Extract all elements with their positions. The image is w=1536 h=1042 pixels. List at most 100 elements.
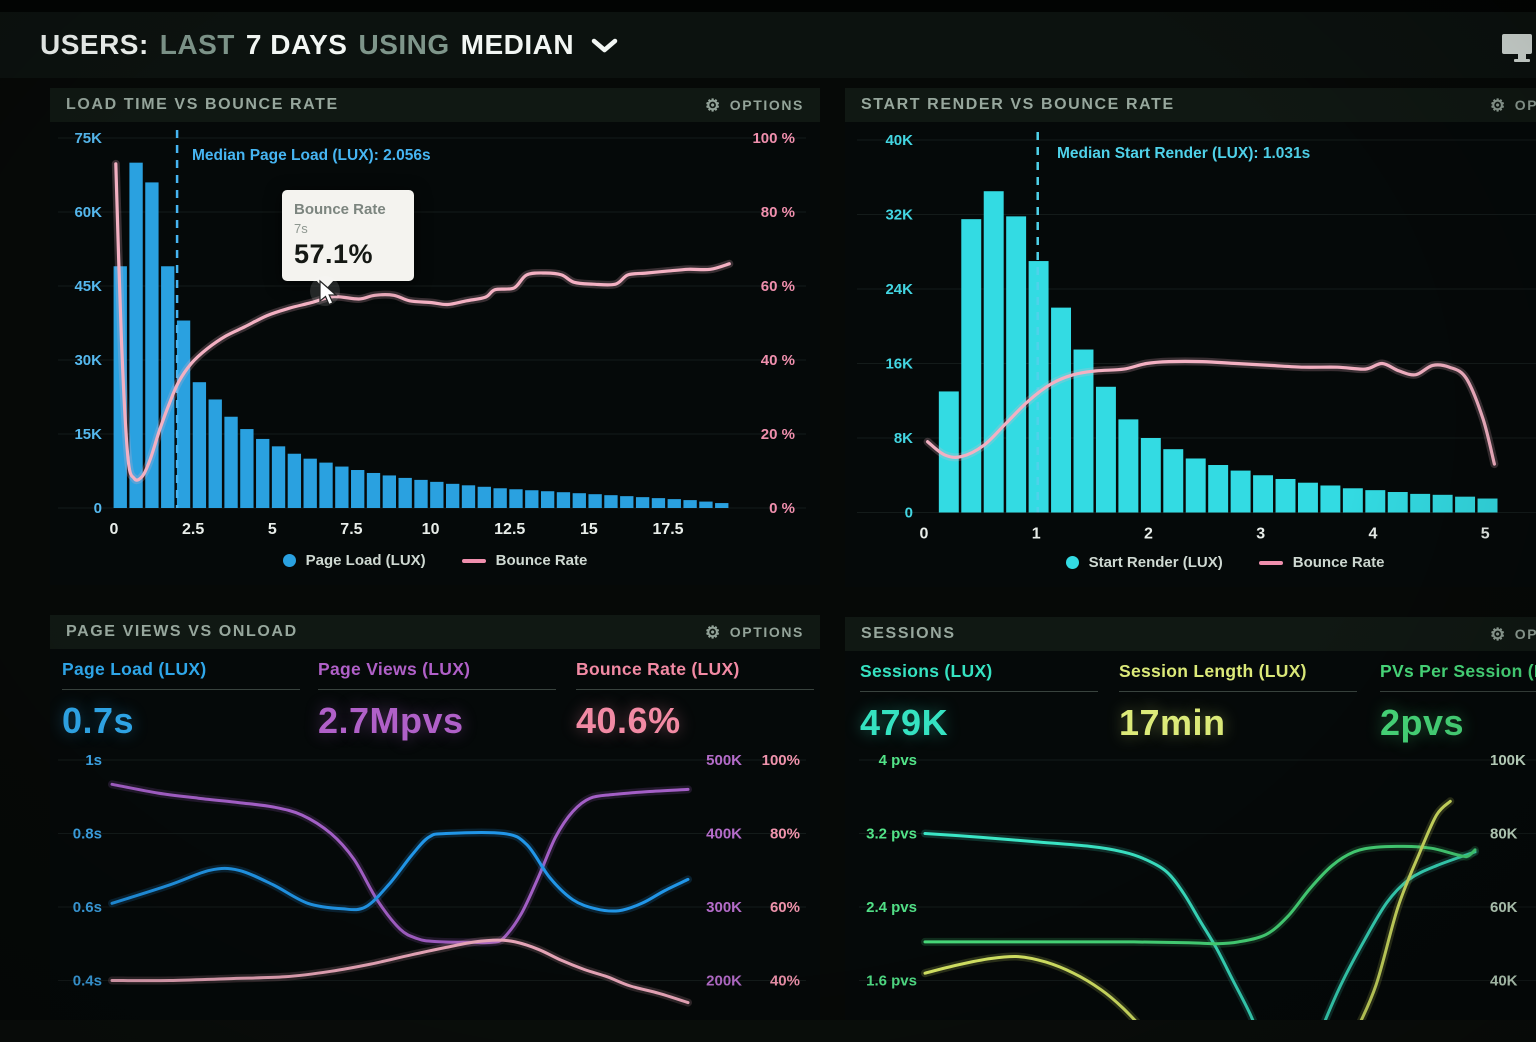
bar[interactable]	[1185, 458, 1206, 513]
bar[interactable]	[240, 429, 254, 508]
bar[interactable]	[1095, 386, 1116, 513]
bar[interactable]	[351, 470, 365, 508]
bar[interactable]	[588, 494, 602, 508]
bounce-rate-line[interactable]	[114, 162, 731, 482]
title-median[interactable]: MEDIAN	[460, 29, 575, 60]
x-axis-tick: 12.5	[494, 521, 525, 538]
bar[interactable]	[540, 491, 555, 508]
series-line[interactable]	[923, 799, 1452, 1042]
bar[interactable]	[556, 492, 571, 508]
bar[interactable]	[961, 219, 982, 513]
series-line[interactable]	[110, 782, 690, 945]
series-line-glow	[108, 780, 692, 947]
bar[interactable]	[145, 182, 159, 508]
title-days[interactable]: 7 DAYS	[245, 29, 348, 60]
legend-bounce-rate[interactable]: Bounce Rate	[1258, 554, 1384, 571]
bar[interactable]	[1253, 475, 1274, 513]
bar[interactable]	[256, 438, 270, 508]
bar[interactable]	[224, 416, 238, 508]
y-axis-left-tick: 16K	[885, 356, 913, 373]
bar[interactable]	[1028, 261, 1049, 513]
series-line[interactable]	[923, 832, 1477, 1042]
bar[interactable]	[715, 503, 729, 508]
bar[interactable]	[303, 458, 317, 508]
options-button[interactable]: ⚙ OPTIONS	[705, 97, 804, 114]
bar[interactable]	[620, 496, 634, 508]
bar[interactable]	[414, 479, 428, 508]
load-time-chart[interactable]: 75K 100 % 60K 80 % 45K 60 % 30K 40 % 15K 20 % 0 0 %…	[50, 122, 820, 585]
bar[interactable]	[366, 472, 381, 508]
chevron-down-icon[interactable]	[591, 29, 618, 61]
bar[interactable]	[1432, 494, 1453, 513]
bar[interactable]	[271, 446, 286, 508]
bar[interactable]	[1365, 490, 1386, 513]
bar[interactable]	[1477, 498, 1498, 513]
bar[interactable]	[176, 320, 191, 508]
bar[interactable]	[398, 477, 412, 508]
bar[interactable]	[604, 495, 618, 508]
bars-series[interactable]	[113, 162, 729, 508]
series-line[interactable]	[110, 831, 690, 913]
bars-series[interactable]	[938, 191, 1498, 513]
options-button[interactable]: ⚙ OPTIONS	[705, 624, 804, 641]
start-render-chart[interactable]: 40K 32K 24K 16K 8K 00 1 2 3 4 5 Median Start Render…	[845, 124, 1536, 587]
bar[interactable]	[1073, 349, 1094, 513]
bar[interactable]	[129, 162, 143, 508]
bar[interactable]	[192, 382, 207, 508]
bar[interactable]	[651, 498, 666, 508]
bar[interactable]	[208, 399, 222, 508]
panel-header: START RENDER VS BOUNCE RATE ⚙ OPTIONS	[845, 88, 1536, 122]
bar[interactable]	[461, 485, 476, 508]
bar[interactable]	[667, 499, 681, 508]
x-axis-tick: 0	[110, 521, 119, 538]
bar[interactable]	[1275, 478, 1296, 513]
bar[interactable]	[1140, 438, 1161, 513]
legend-dot-icon	[282, 554, 296, 567]
bar[interactable]	[493, 488, 507, 508]
y-axis-right-tick-a: 40K	[1490, 973, 1518, 990]
bar[interactable]	[1342, 488, 1363, 513]
sessions-chart[interactable]: 4 pvs 100K 3.2 pvs 80K 2.4 pvs 60K 1.6 pvs 40K	[845, 755, 1536, 1042]
bar[interactable]	[525, 490, 539, 508]
bar[interactable]	[938, 391, 959, 513]
bar[interactable]	[1208, 465, 1229, 513]
bar[interactable]	[683, 500, 697, 508]
bar[interactable]	[635, 497, 650, 508]
bar[interactable]	[161, 266, 175, 508]
bar[interactable]	[1410, 493, 1431, 513]
bar[interactable]	[335, 466, 349, 508]
bar[interactable]	[572, 493, 586, 508]
bar[interactable]	[113, 266, 127, 508]
bar[interactable]	[430, 481, 444, 508]
bar[interactable]	[1455, 496, 1476, 513]
bar[interactable]	[699, 501, 713, 508]
bar[interactable]	[1118, 419, 1139, 513]
options-button[interactable]: ⚙ OPTIONS	[1490, 97, 1536, 114]
median-label: Median Start Render (LUX): 1.031s	[1057, 145, 1310, 162]
legend-start-render[interactable]: Start Render (LUX)	[1065, 554, 1223, 571]
options-button[interactable]: ⚙ OPTIONS	[1490, 626, 1536, 643]
bar[interactable]	[1297, 482, 1318, 513]
bar[interactable]	[1006, 216, 1027, 513]
bar[interactable]	[509, 489, 523, 508]
bar[interactable]	[1387, 492, 1408, 513]
page-views-chart[interactable]: 1s 500K 100% 0.8s 400K 80% 0.6s 300K 60% 0.4s 200K…	[50, 755, 820, 1042]
y-axis-left-tick: 2.4 pvs	[866, 899, 917, 916]
legend-bounce-rate[interactable]: Bounce Rate	[461, 552, 587, 569]
bounce-rate-line[interactable]	[926, 359, 1496, 466]
legend-page-load[interactable]: Page Load (LUX)	[282, 552, 426, 569]
bar[interactable]	[983, 191, 1004, 513]
bar[interactable]	[1163, 449, 1184, 513]
bar[interactable]	[382, 475, 397, 508]
bar[interactable]	[287, 453, 302, 508]
bar[interactable]	[1230, 470, 1251, 513]
series-line[interactable]	[110, 938, 690, 1005]
bar[interactable]	[477, 486, 491, 508]
bar[interactable]	[1051, 307, 1072, 513]
bar[interactable]	[445, 483, 460, 508]
monitor-icon[interactable]	[1502, 34, 1536, 68]
bar[interactable]	[319, 462, 333, 508]
bar[interactable]	[1320, 485, 1341, 513]
series-line[interactable]	[923, 844, 1477, 946]
